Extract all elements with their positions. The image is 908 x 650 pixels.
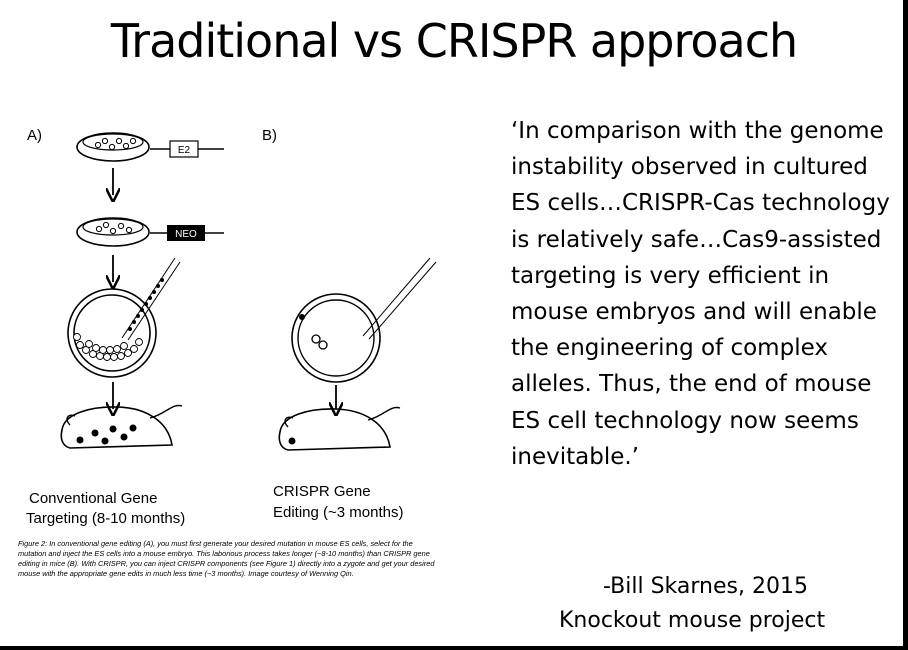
e2-box-label: E2 [178, 145, 191, 156]
e2-construct: E2 [150, 140, 224, 158]
slide-frame-bottom-edge [0, 646, 908, 650]
label-conventional-line1: Conventional Gene [29, 490, 157, 507]
panel-b-label: B) [262, 127, 277, 144]
label-crispr-line1: CRISPR Gene [273, 483, 371, 500]
embryo-injected-es-cells [67, 257, 181, 378]
gene-editing-figure: A) B) E2 NEO [26, 127, 437, 527]
edited-mouse [278, 406, 401, 451]
quote-project: Knockout mouse project [559, 608, 826, 633]
panel-a-label: A) [27, 127, 42, 144]
figure-caption: Figure 2: In conventional gene editing (… [18, 539, 435, 579]
quote-attribution: -Bill Skarnes, 2015 [603, 574, 808, 599]
chimeric-mouse [60, 404, 183, 449]
skarnes-quote: ‘In comparison with the genome instabili… [511, 118, 890, 470]
label-crispr-line2: Editing (~3 months) [273, 504, 403, 521]
neo-box-label: NEO [175, 229, 197, 240]
neo-construct: NEO [150, 225, 224, 241]
slide-frame-right-edge [903, 0, 908, 650]
petri-dish-selected-cells [76, 217, 150, 247]
zygote-injection [291, 257, 437, 383]
label-conventional-line2: Targeting (8-10 months) [26, 510, 185, 527]
petri-dish-es-cells [76, 132, 150, 162]
slide-title: Traditional vs CRISPR approach [110, 14, 798, 68]
